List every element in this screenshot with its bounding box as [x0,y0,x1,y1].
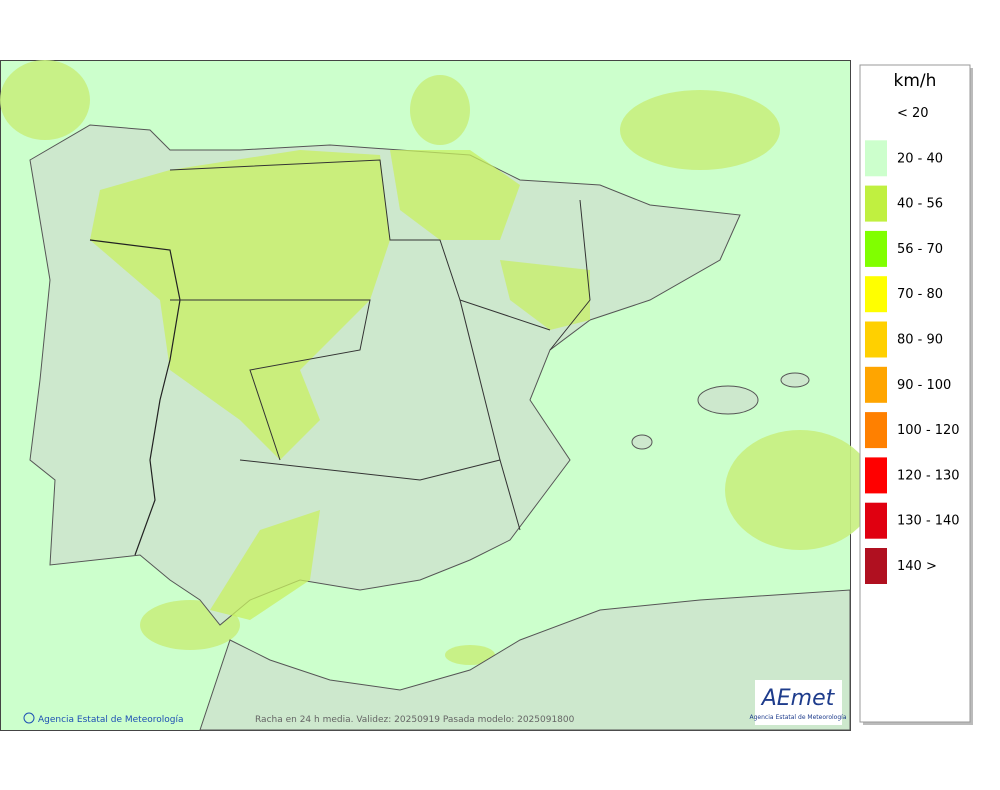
wind-patch-south [210,510,320,620]
legend-swatch [865,321,887,358]
region-borders [169,159,591,531]
legend-swatch [865,412,887,449]
copyright-icon [23,712,35,724]
legend-label: 90 - 100 [897,378,951,393]
legend-label: 70 - 80 [897,287,943,302]
legend-swatch [865,457,887,494]
balearic-islands [631,372,810,450]
legend-label: 20 - 40 [897,151,943,166]
legend-swatch [865,502,887,539]
legend-swatch [865,548,887,584]
legend-label: 140 > [897,559,937,574]
legend-swatch [865,140,887,177]
caption: Racha en 24 h media. Validez: 20250919 P… [255,715,575,725]
legend-label: 40 - 56 [897,197,943,212]
wind-patches-sea [0,60,875,665]
legend-swatch [865,276,887,313]
legend-label: 130 - 140 [897,514,960,529]
logo: AEmet Agencia Estatal de Meteorología [750,680,847,725]
logo-name: AEmet [760,686,836,711]
wind-patch-interior [90,150,390,460]
legend-label: 120 - 130 [897,468,960,483]
portugal-border [89,239,181,556]
legend-label: 100 - 120 [897,423,960,438]
africa-land [199,589,851,731]
legend-title: km/h [894,71,937,91]
legend-label: < 20 [897,106,929,121]
logo-subtitle: Agencia Estatal de Meteorología [750,714,847,721]
legend-label: 80 - 90 [897,333,943,348]
legend-swatch [865,185,887,222]
wind-patch-north [390,150,520,240]
legend-swatch [865,230,887,267]
legend-swatch [865,366,887,403]
wind-patch-ebro [500,260,590,330]
copyright: Agencia Estatal de Meteorología [38,715,184,725]
legend-label: 56 - 70 [897,242,943,257]
